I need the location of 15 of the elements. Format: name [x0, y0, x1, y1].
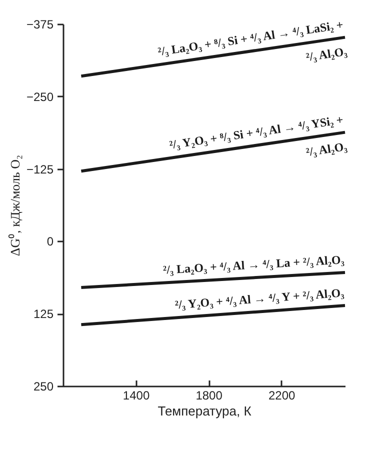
x-axis-title: Температура, К	[158, 404, 252, 418]
x-tick-label: 1400	[122, 388, 150, 402]
text: ²/₃ La₂O₃ + ⁸/₃ Si + ⁴/₃ Al → ⁴/₃ LaSi₂ + ²/₃ Al₂O₃	[156, 18, 348, 64]
series-label: ²/₃ Y₂O₃ + ⁴/₃ Al → ⁴/₃ Y + ²/₃ Al₂O₃	[174, 286, 345, 312]
y-tick-label: −250	[26, 90, 54, 104]
y-axis-title: ΔG⁰, кДж/моль O₂	[7, 154, 22, 256]
y-tick-label: −125	[26, 162, 54, 176]
series-label: ²/₃ La₂O₃ + ⁴/₃ Al → ⁴/₃ La + ²/₃ Al₂O₃	[162, 252, 346, 277]
y-tick-label: 0	[46, 234, 54, 249]
y-tick-label: 125	[33, 307, 54, 322]
y-tick-label: −375	[26, 18, 54, 32]
x-tick-label: 2200	[268, 388, 296, 402]
text: ²/₃ Y₂O₃ + ⁸/₃ Si + ⁴/₃ Al → ⁴/₃ YSi₂ + ²/₃ Al₂O₃	[168, 112, 348, 160]
y-tick-label: 250	[33, 380, 54, 394]
x-tick-label: 1800	[196, 388, 223, 402]
